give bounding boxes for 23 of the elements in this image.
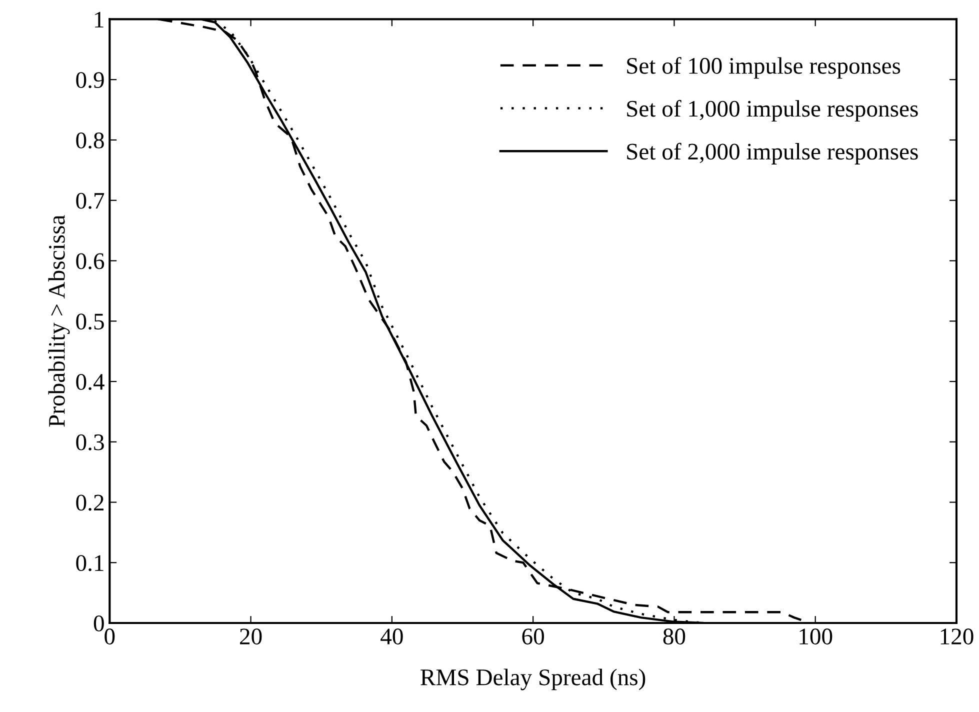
y-tick-label: 0.9 <box>76 72 104 88</box>
y-tick-label: 0.8 <box>76 132 104 149</box>
x-tick-label: 60 <box>522 628 544 644</box>
y-tick-label: 0.7 <box>76 192 104 209</box>
legend-label: Set of 1,000 impulse responses <box>627 100 918 122</box>
y-tick-label: 0 <box>94 615 104 632</box>
y-tick-label: 0.2 <box>76 494 104 511</box>
x-tick-label: 0 <box>104 628 115 644</box>
legend-label: Set of 2,000 impulse responses <box>627 142 918 164</box>
y-tick-label: 0.6 <box>76 253 104 270</box>
x-tick-label: 80 <box>663 628 686 644</box>
x-tick-label: 120 <box>940 628 974 644</box>
x-axis-title: RMS Delay Spread (ns) <box>420 668 646 690</box>
x-tick-label: 40 <box>380 628 403 644</box>
y-axis-title: Probability > Abscissa <box>48 215 70 427</box>
y-tick-label: 0.3 <box>76 434 104 450</box>
x-tick-label: 100 <box>800 628 832 644</box>
y-tick-label: 1 <box>95 12 104 28</box>
y-tick-label: 0.5 <box>76 314 104 330</box>
x-tick-label: 20 <box>240 628 262 644</box>
y-tick-label: 0.4 <box>76 374 104 390</box>
legend-label: Set of 100 impulse responses <box>627 57 900 79</box>
y-tick-label: 0.1 <box>76 555 104 572</box>
